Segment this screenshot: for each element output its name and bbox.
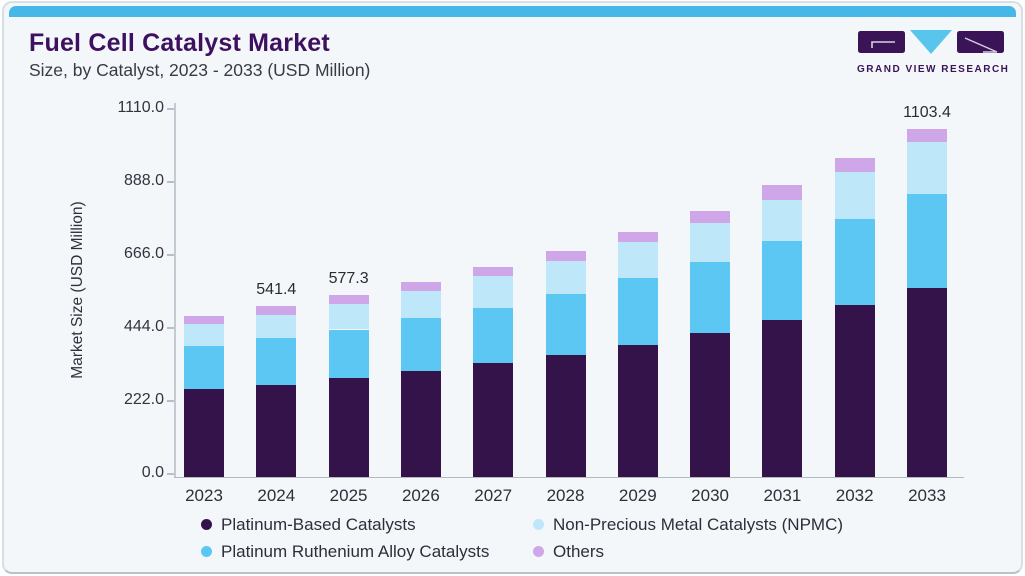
gvr-logo-icon [858,30,1004,54]
legend-dot-icon [201,519,212,530]
bar-value-label-2024: 541.4 [256,281,297,299]
y-tick-label: 444.0 [123,318,164,335]
y-tick-label: 1110.0 [117,99,164,116]
accent-top-strip [9,6,1016,17]
legend-item-platinum-based: Platinum-Based Catalysts [201,514,533,535]
bar-segment-2026-platinum-based-catalysts [400,371,441,477]
bar-segment-2024-platinum-ruthenium-alloy-catalysts [256,337,297,385]
bar-segment-2027-platinum-based-catalysts [473,363,514,477]
bar-segment-2028-platinum-based-catalysts [545,354,586,477]
y-tick-label: 888.0 [123,172,164,189]
bar-segment-2025-others [328,294,369,304]
bar-segment-2027-non-precious-metal-catalysts-npmc [473,275,514,308]
bar-segment-2024-non-precious-metal-catalysts-npmc [256,314,297,338]
bar-segment-2031-non-precious-metal-catalysts-npmc [762,199,803,242]
chart-legend: Platinum-Based Catalysts Non-Precious Me… [201,514,843,562]
x-tick-label-2029: 2029 [618,486,657,505]
bar-segment-2029-platinum-ruthenium-alloy-catalysts [617,278,658,345]
y-tick-mark [167,181,174,183]
bar-segment-2032-others [834,157,875,172]
legend-dot-icon [533,519,544,530]
bar-segment-2023-others [184,315,224,324]
grand-view-research-logo: GRAND VIEW RESEARCH [857,29,1010,75]
bar-segment-2033-others [907,128,947,143]
page-title: Fuel Cell Catalyst Market [29,29,330,57]
logo-wordmark: GRAND VIEW RESEARCH [857,64,1010,75]
y-axis-title: Market Size (USD Million) [69,201,86,379]
bar-value-label-2033: 1103.4 [903,103,951,121]
y-tick-mark [167,473,174,475]
bar-segment-2030-platinum-ruthenium-alloy-catalysts [690,261,731,334]
legend-item-npmc: Non-Precious Metal Catalysts (NPMC) [533,514,843,535]
x-tick-label-2031: 2031 [763,486,802,505]
legend-item-others: Others [533,541,843,562]
x-tick-label-2027: 2027 [474,486,513,505]
bar-segment-2023-non-precious-metal-catalysts-npmc [184,323,224,346]
legend-dot-icon [201,546,212,557]
bar-segment-2031-platinum-based-catalysts [762,320,803,477]
x-tick-label-2025: 2025 [329,486,368,505]
bar-segment-2033-non-precious-metal-catalysts-npmc [907,142,947,195]
bar-segment-2031-platinum-ruthenium-alloy-catalysts [762,241,803,321]
bar-segment-2025-non-precious-metal-catalysts-npmc [328,303,369,330]
x-tick-label-2024: 2024 [257,486,296,505]
bar-segment-2028-others [545,250,586,261]
bar-segment-2023-platinum-based-catalysts [184,388,224,477]
bar-value-label-2025: 577.3 [328,269,369,287]
bar-segment-2029-non-precious-metal-catalysts-npmc [617,241,658,279]
legend-dot-icon [533,546,544,557]
bar-segment-2030-platinum-based-catalysts [690,333,731,477]
bar-segment-2030-non-precious-metal-catalysts-npmc [690,222,731,262]
bar-segment-2026-non-precious-metal-catalysts-npmc [400,290,441,319]
bar-segment-2029-platinum-based-catalysts [617,344,658,477]
y-tick-mark [167,327,174,329]
x-tick-label-2023: 2023 [185,486,223,505]
x-tick-label-2026: 2026 [401,486,440,505]
bar-segment-2024-platinum-based-catalysts [256,384,297,477]
x-tick-label-2028: 2028 [546,486,585,505]
x-tick-label-2032: 2032 [835,486,874,505]
bar-segment-2032-platinum-based-catalysts [834,304,875,477]
bar-segment-2023-platinum-ruthenium-alloy-catalysts [184,345,224,389]
bar-segment-2033-platinum-ruthenium-alloy-catalysts [907,194,947,288]
y-tick-mark [167,254,174,256]
bar-segment-2028-non-precious-metal-catalysts-npmc [545,260,586,294]
y-tick-mark [167,400,174,402]
x-tick-label-2033: 2033 [908,486,946,505]
bar-segment-2028-platinum-ruthenium-alloy-catalysts [545,293,586,355]
bar-segment-2031-others [762,185,803,200]
y-tick-label: 0.0 [141,464,164,481]
bar-segment-2026-platinum-ruthenium-alloy-catalysts [400,318,441,372]
x-axis-line [174,476,964,478]
bar-segment-2025-platinum-based-catalysts [328,378,369,477]
bar-segment-2030-others [690,210,731,223]
y-axis-line [174,103,176,478]
page-subtitle: Size, by Catalyst, 2023 - 2033 (USD Mill… [29,60,371,80]
bar-segment-2033-platinum-based-catalysts [907,287,947,477]
y-tick-label: 222.0 [123,391,164,408]
bar-segment-2029-others [617,231,658,242]
x-tick-label-2030: 2030 [691,486,729,505]
bar-segment-2027-others [473,266,514,276]
bar-segment-2032-non-precious-metal-catalysts-npmc [834,171,875,219]
y-tick-mark [167,108,174,110]
y-tick-label: 666.0 [123,245,164,262]
bar-segment-2027-platinum-ruthenium-alloy-catalysts [473,307,514,364]
legend-item-platinum-ruthenium: Platinum Ruthenium Alloy Catalysts [201,541,533,562]
bar-segment-2025-platinum-ruthenium-alloy-catalysts [328,329,369,379]
bar-segment-2026-others [400,281,441,291]
bar-segment-2032-platinum-ruthenium-alloy-catalysts [834,218,875,305]
bar-segment-2024-others [256,306,297,315]
